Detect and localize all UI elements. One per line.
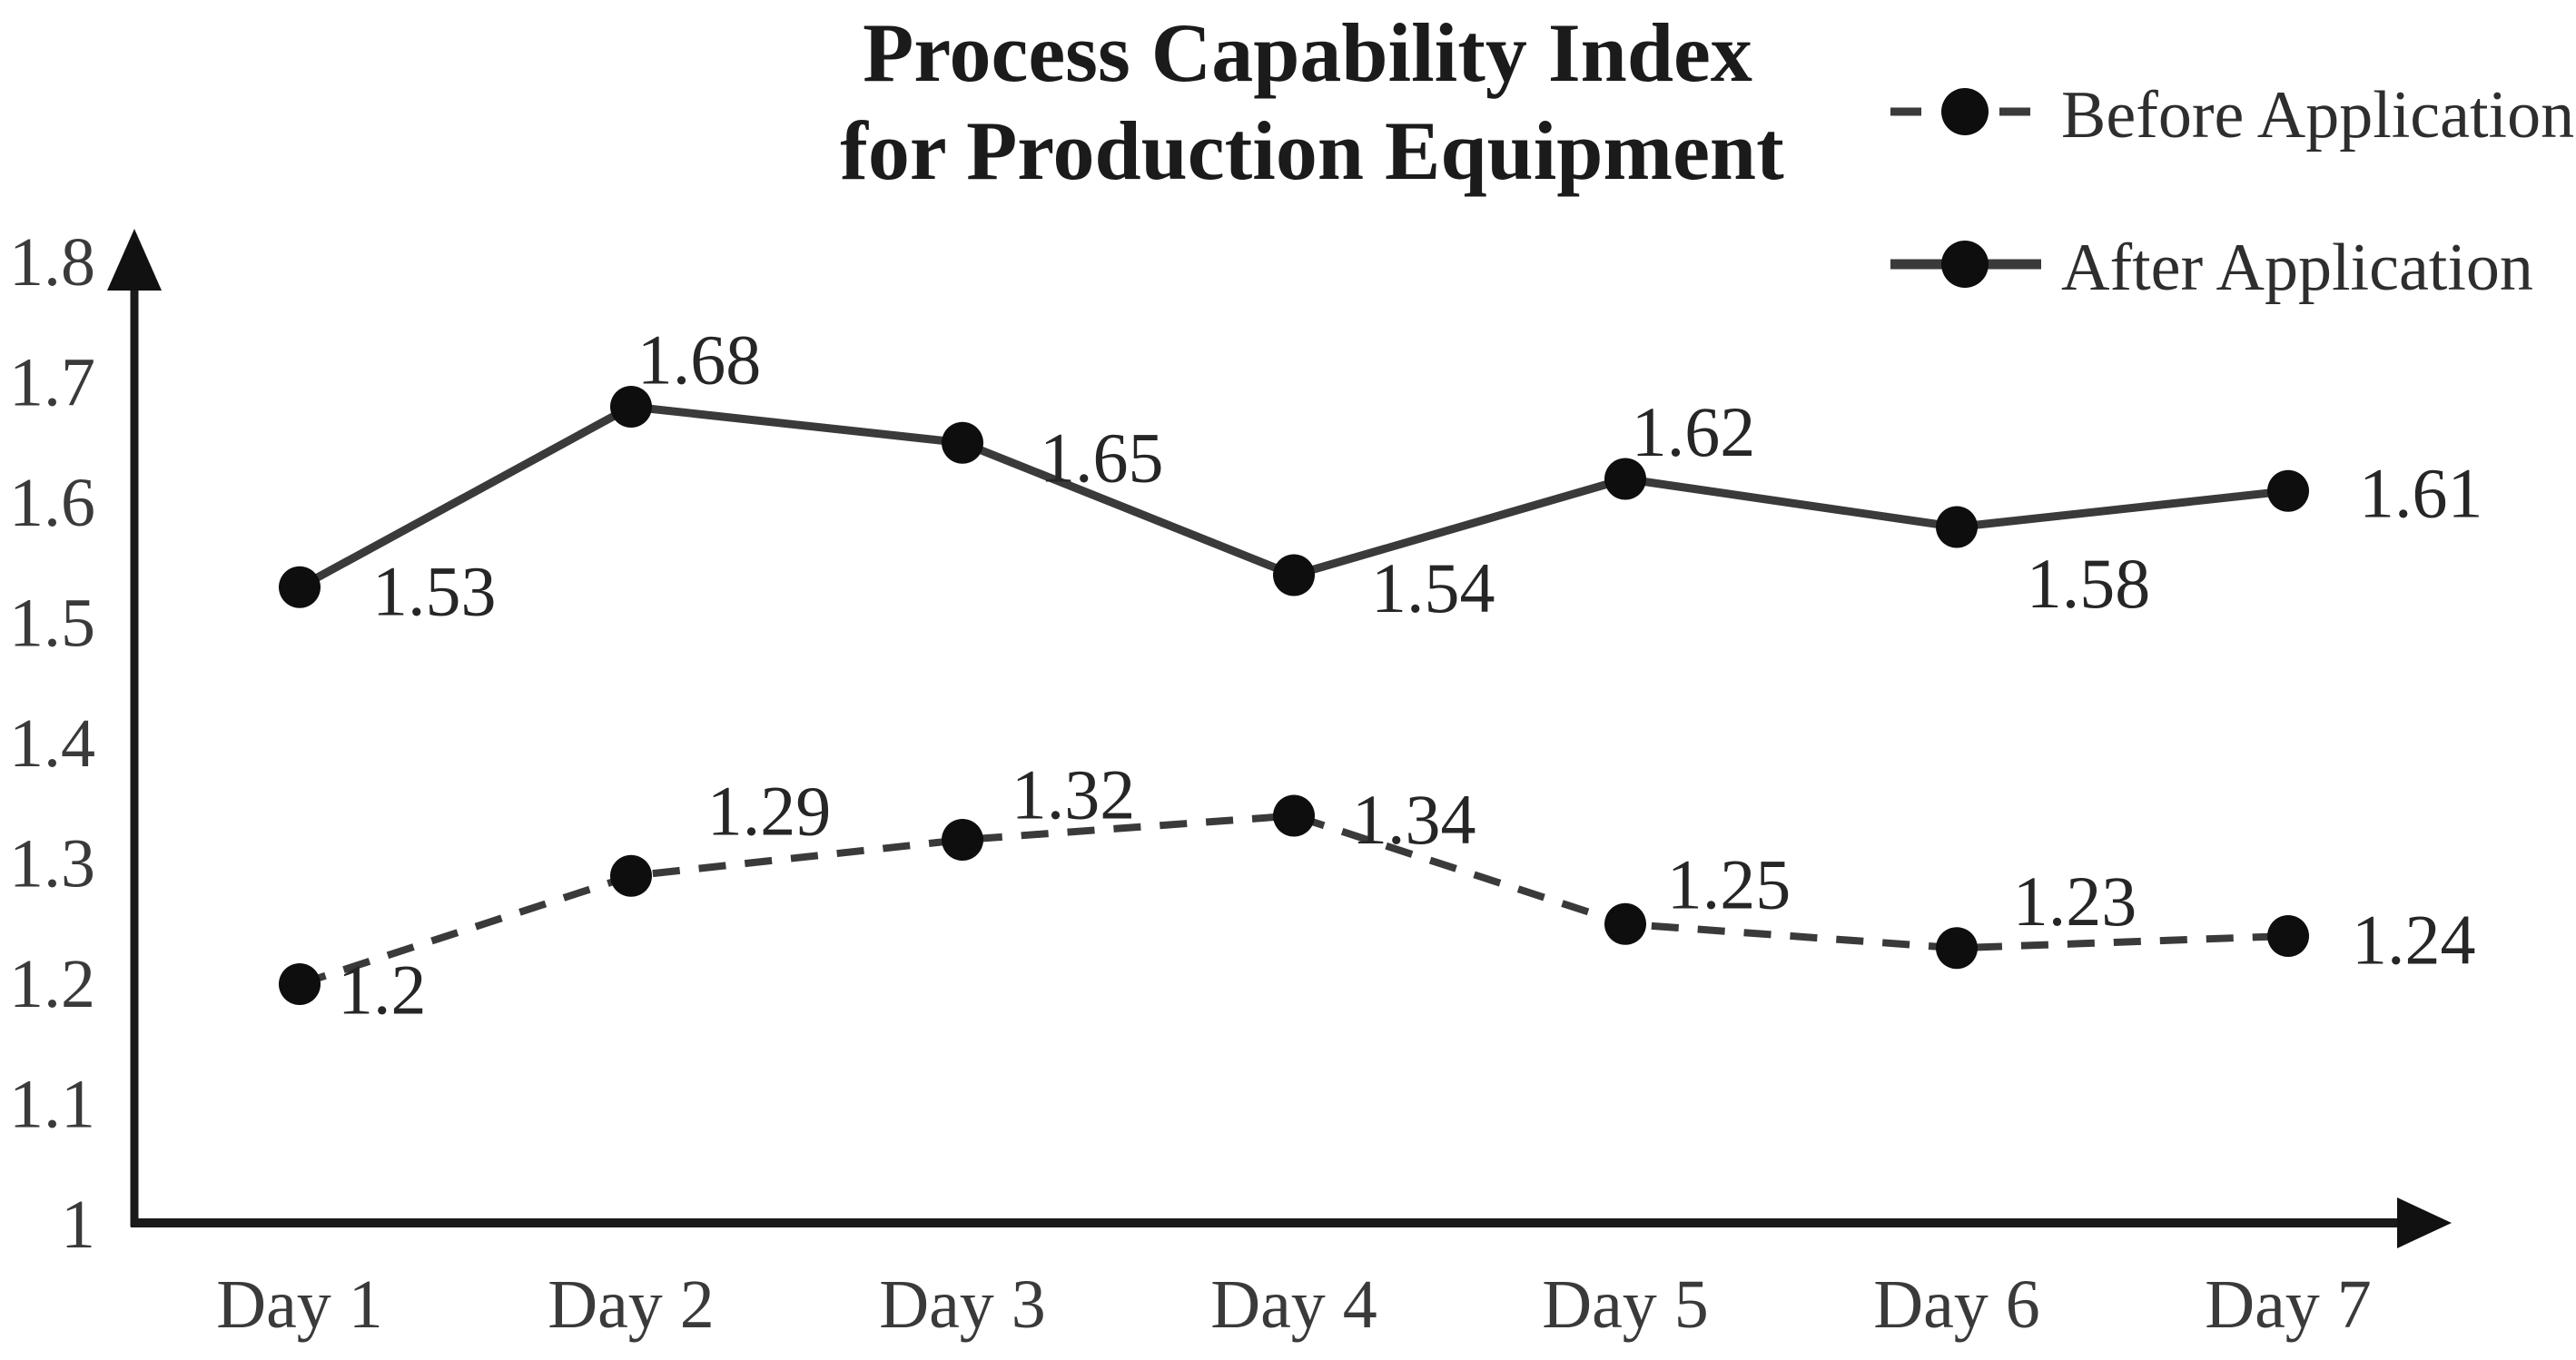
after-data-label: 1.53 — [372, 551, 497, 630]
after-data-label: 1.54 — [1371, 548, 1495, 627]
before-data-label: 1.25 — [1667, 844, 1791, 923]
after-application-marker — [1273, 554, 1315, 596]
before-application-marker — [610, 854, 652, 897]
before-application-marker — [942, 819, 983, 861]
before-data-label: 1.34 — [1352, 780, 1476, 859]
after-data-label: 1.65 — [1040, 418, 1164, 497]
after-application-marker — [279, 566, 321, 608]
legend-after-marker-icon — [1941, 241, 1989, 288]
x-tick-label: Day 1 — [216, 1266, 383, 1343]
before-application-marker — [1604, 902, 1646, 945]
x-tick-label: Day 5 — [1542, 1266, 1709, 1343]
legend-after-label: After Application — [2061, 231, 2533, 305]
before-application-marker — [1273, 794, 1315, 837]
x-axis-arrow-icon — [2397, 1197, 2452, 1248]
x-tick-label: Day 6 — [1873, 1266, 2040, 1343]
before-application-marker — [279, 963, 321, 1005]
y-tick-label: 1.5 — [9, 586, 95, 662]
after-application-marker — [1936, 506, 1978, 548]
after-application-marker — [2267, 469, 2309, 512]
after-application-marker — [610, 386, 652, 428]
y-axis-arrow-icon — [107, 229, 162, 291]
before-application-marker — [2267, 915, 2309, 957]
before-data-label: 1.23 — [2013, 862, 2137, 941]
before-data-label: 1.29 — [707, 771, 832, 850]
after-data-label: 1.61 — [2359, 453, 2483, 532]
x-tick-label: Day 4 — [1210, 1266, 1377, 1343]
after-data-label: 1.68 — [637, 320, 762, 399]
x-tick-label: Day 2 — [548, 1266, 715, 1343]
after-application-marker — [942, 421, 983, 464]
chart-title-line-2: for Production Equipment — [840, 104, 1784, 197]
after-data-label: 1.58 — [2027, 544, 2151, 623]
y-tick-label: 1.2 — [9, 946, 95, 1022]
legend-before-marker-icon — [1941, 88, 1989, 135]
before-data-label: 1.2 — [338, 951, 427, 1030]
y-tick-label: 1.7 — [9, 345, 95, 421]
chart-title-line-1: Process Capability Index — [863, 6, 1752, 99]
x-tick-label: Day 7 — [2205, 1266, 2372, 1343]
before-application-line — [298, 812, 2289, 988]
y-tick-label: 1.8 — [9, 224, 95, 301]
y-tick-label: 1.6 — [9, 465, 95, 541]
after-application-marker — [1604, 458, 1646, 500]
after-data-label: 1.62 — [1632, 392, 1756, 471]
before-data-label: 1.24 — [2352, 901, 2476, 980]
y-tick-label: 1.3 — [9, 826, 95, 902]
x-tick-label: Day 3 — [879, 1266, 1046, 1343]
y-tick-label: 1.4 — [9, 705, 95, 782]
y-tick-label: 1 — [61, 1187, 95, 1263]
before-application-marker — [1936, 927, 1978, 970]
legend-before-label: Before Application — [2061, 78, 2574, 153]
before-data-label: 1.32 — [1012, 755, 1136, 834]
y-tick-label: 1.1 — [9, 1067, 95, 1143]
